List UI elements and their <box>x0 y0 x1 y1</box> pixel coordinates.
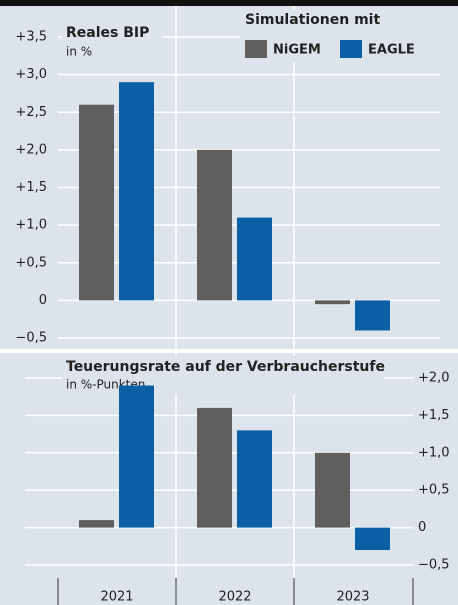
y-tick-label: +2,0 <box>418 371 450 386</box>
y-tick-label: −0,5 <box>418 558 450 573</box>
y-tick-label: 0 <box>39 293 47 308</box>
bar <box>355 527 390 551</box>
top-bar <box>0 0 458 6</box>
bar <box>355 300 390 331</box>
y-tick-label: 0 <box>418 520 426 535</box>
bar <box>237 217 272 301</box>
title: Reales BIP <box>66 25 149 41</box>
legend-title: Simulationen mit <box>245 12 380 28</box>
bar <box>119 385 154 528</box>
y-tick-label: −0,5 <box>15 331 47 346</box>
bar <box>315 452 350 528</box>
title-bg <box>62 18 162 66</box>
y-tick-label: +3,0 <box>15 67 47 82</box>
y-tick-label: +1,5 <box>418 408 450 423</box>
legend-swatch <box>340 40 362 58</box>
title-bg <box>62 356 384 394</box>
y-tick-label: +0,5 <box>15 255 47 270</box>
bar <box>79 104 114 301</box>
title: Teuerungsrate auf der Verbraucherstufe <box>66 359 385 375</box>
bar <box>197 149 232 301</box>
bar <box>197 407 232 528</box>
y-tick-label: +2,0 <box>15 142 47 157</box>
x-tick-label: 2021 <box>100 590 133 605</box>
x-tick-label: 2023 <box>336 590 369 605</box>
bar <box>79 520 114 528</box>
legend-label: EAGLE <box>368 43 415 58</box>
legend-label: NiGEM <box>273 43 321 58</box>
y-tick-label: +2,5 <box>15 105 47 120</box>
bar <box>315 300 350 305</box>
x-tick-label: 2022 <box>218 590 251 605</box>
y-tick-label: +1,0 <box>418 445 450 460</box>
legend-swatch <box>245 40 267 58</box>
y-tick-label: +1,0 <box>15 218 47 233</box>
y-tick-label: +3,5 <box>15 30 47 45</box>
y-tick-label: +1,5 <box>15 180 47 195</box>
bar <box>119 82 154 301</box>
bar <box>237 430 272 528</box>
y-tick-label: +0,5 <box>418 483 450 498</box>
subtitle: in % <box>66 45 92 59</box>
